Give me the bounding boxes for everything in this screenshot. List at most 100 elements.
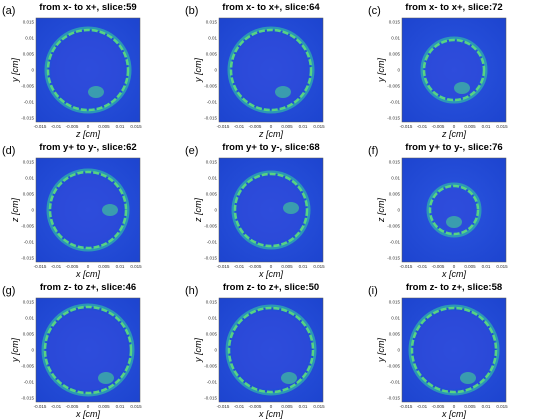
image-frame	[218, 17, 324, 123]
y-tick-label: 0.01	[391, 176, 400, 181]
y-axis-label: y [cm]	[193, 338, 203, 363]
panel: (d) from y+ to y-, slice:62 0.015 0.01 0.005…	[2, 142, 142, 279]
panel-label: (f)	[368, 145, 378, 157]
panel: (b) from x- to x+, slice:64 0.015 0.01 0.005…	[185, 2, 325, 139]
y-tick-label: 0.015	[206, 160, 218, 165]
x-axis-label: x [cm]	[441, 269, 466, 279]
x-tick-label: 0.015	[496, 404, 508, 409]
x-tick-label: 0	[270, 404, 273, 409]
x-tick-label: -0.01	[234, 264, 245, 269]
blob	[283, 202, 299, 214]
y-tick-label: -0.015	[387, 116, 400, 121]
image-frame	[401, 157, 507, 263]
y-tick-label: 0	[397, 348, 400, 353]
x-tick-label: -0.005	[432, 264, 445, 269]
x-tick-label: -0.005	[66, 264, 79, 269]
y-tick-label: -0.005	[387, 224, 400, 229]
inner	[238, 177, 304, 243]
image-frame	[35, 17, 141, 123]
y-tick-label: 0.01	[391, 36, 400, 41]
y-tick-label: 0	[397, 68, 400, 73]
y-tick-label: -0.015	[204, 116, 217, 121]
y-tick-label: 0.015	[23, 20, 35, 25]
x-tick-label: 0.005	[281, 124, 293, 129]
y-axis-label: y [cm]	[376, 338, 386, 363]
x-tick-label: -0.005	[432, 124, 445, 129]
y-tick-label: -0.01	[390, 100, 401, 105]
x-tick-label: -0.01	[51, 124, 62, 129]
y-tick-label: 0.015	[389, 300, 401, 305]
y-tick-label: 0.01	[25, 36, 34, 41]
x-tick-label: -0.005	[249, 264, 262, 269]
y-tick-label: 0	[214, 348, 217, 353]
x-tick-label: 0	[453, 404, 456, 409]
x-tick-label: -0.01	[234, 124, 245, 129]
ring-outer	[231, 170, 311, 250]
x-tick-label: 0.01	[482, 264, 491, 269]
x-tick-label: 0	[453, 264, 456, 269]
x-tick-label: 0.015	[130, 264, 142, 269]
image-frame	[35, 297, 141, 403]
panel-title: from x- to x+, slice:59	[39, 2, 136, 13]
ring-outer	[41, 303, 135, 397]
y-tick-label: -0.015	[21, 256, 34, 261]
inner	[433, 189, 475, 231]
image-frame	[401, 17, 507, 123]
x-tick-label: -0.01	[234, 404, 245, 409]
panel-title: from x- to x+, slice:72	[405, 2, 502, 13]
ring-outer	[46, 168, 130, 252]
ring	[48, 170, 128, 250]
x-tick-label: -0.01	[417, 264, 428, 269]
panel-title: from y+ to y-, slice:62	[39, 142, 136, 153]
inner	[232, 311, 310, 389]
x-tick-label: 0.005	[281, 264, 293, 269]
y-axis-label: z [cm]	[376, 198, 386, 223]
x-axis-label: x [cm]	[258, 409, 283, 419]
y-tick-label: 0.005	[23, 52, 35, 57]
y-tick-label: 0.005	[389, 192, 401, 197]
panel-title: from y+ to y-, slice:76	[405, 142, 502, 153]
x-tick-label: 0	[453, 124, 456, 129]
x-axis-label: x [cm]	[258, 269, 283, 279]
x-tick-label: -0.005	[66, 404, 79, 409]
x-tick-label: -0.005	[249, 404, 262, 409]
y-tick-label: -0.005	[387, 364, 400, 369]
x-tick-label: -0.015	[34, 124, 47, 129]
y-axis-label: z [cm]	[193, 198, 203, 223]
x-tick-label: 0	[87, 404, 90, 409]
y-tick-label: 0.015	[206, 300, 218, 305]
image-frame	[35, 157, 141, 263]
x-axis-label: z [cm]	[258, 129, 283, 139]
panel-title: from z- to z+, slice:50	[223, 282, 319, 293]
x-tick-label: 0.015	[313, 124, 325, 129]
y-tick-label: 0.005	[389, 52, 401, 57]
x-tick-label: -0.01	[417, 404, 428, 409]
x-tick-label: -0.015	[400, 124, 413, 129]
y-tick-label: -0.015	[387, 256, 400, 261]
y-axis-label: y [cm]	[376, 58, 386, 83]
y-tick-label: 0	[31, 208, 34, 213]
x-axis-label: z [cm]	[441, 129, 466, 139]
y-tick-label: -0.015	[387, 396, 400, 401]
x-tick-label: 0.015	[496, 124, 508, 129]
x-tick-label: 0.015	[313, 264, 325, 269]
x-tick-label: -0.015	[217, 404, 230, 409]
x-tick-label: 0.01	[482, 124, 491, 129]
y-tick-label: 0	[214, 208, 217, 213]
x-tick-label: -0.015	[400, 264, 413, 269]
x-tick-label: -0.015	[217, 264, 230, 269]
x-axis-label: x [cm]	[75, 409, 100, 419]
y-tick-label: 0.01	[25, 316, 34, 321]
y-tick-label: 0.005	[23, 192, 35, 197]
y-tick-label: 0.005	[206, 332, 218, 337]
x-tick-label: -0.015	[217, 124, 230, 129]
y-tick-label: -0.01	[24, 380, 35, 385]
ring	[410, 306, 498, 394]
y-axis-label: y [cm]	[193, 58, 203, 83]
panel-label: (h)	[185, 285, 198, 297]
y-tick-label: -0.01	[207, 380, 218, 385]
y-tick-label: 0	[31, 348, 34, 353]
y-tick-label: -0.01	[207, 240, 218, 245]
panel: (f) from y+ to y-, slice:76 0.015 0.01 0.005…	[368, 142, 508, 279]
